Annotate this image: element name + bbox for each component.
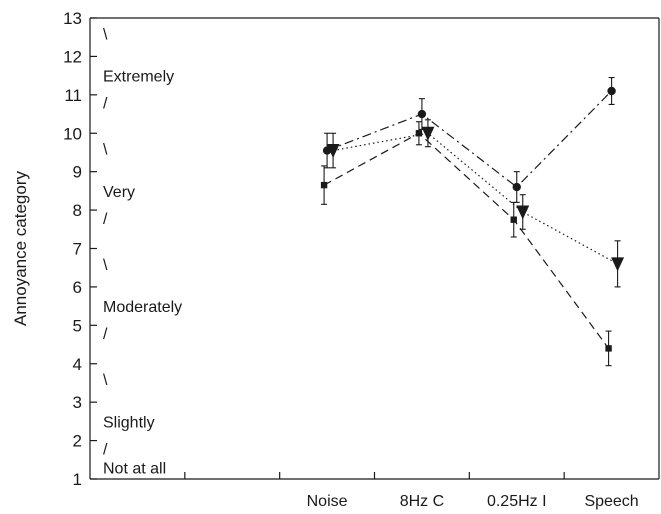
category-annotations: \ / \ / \ / \ / Extremely Very Moderately Slightly N… xyxy=(103,26,182,477)
data-point-square xyxy=(605,345,612,352)
y-tick-label: 1 xyxy=(73,470,82,489)
data-point-circle xyxy=(417,109,427,119)
y-axis-label: Annoyance category xyxy=(11,171,30,326)
series-group xyxy=(320,76,625,367)
y-tick-label: 6 xyxy=(73,278,82,297)
boundary-mark: \ xyxy=(103,257,108,274)
data-point-square xyxy=(510,216,517,223)
boundary-mark: \ xyxy=(103,26,108,43)
category-annotation: Extremely xyxy=(103,69,174,86)
data-point-square xyxy=(320,181,328,189)
data-point-triangle xyxy=(421,126,435,141)
data-point-triangle xyxy=(611,257,625,272)
data-point-circle xyxy=(512,182,521,192)
category-annotation: Not at all xyxy=(103,460,166,477)
x-category-label: Speech xyxy=(584,493,638,510)
boundary-mark: / xyxy=(103,326,108,343)
y-tick-label: 9 xyxy=(73,163,82,182)
x-category-label: 0.25Hz I xyxy=(487,493,547,510)
y-tick-label: 8 xyxy=(73,201,82,220)
x-ticks: Noise 8Hz C 0.25Hz I Speech xyxy=(184,472,639,510)
data-point-triangle xyxy=(326,144,340,159)
category-annotation: Slightly xyxy=(103,414,155,431)
series-line xyxy=(332,132,618,265)
y-tick-label: 11 xyxy=(64,86,82,105)
series-line xyxy=(323,132,610,349)
boundary-mark: / xyxy=(103,211,108,228)
data-point-square xyxy=(415,130,423,137)
data-point-circle xyxy=(607,86,616,96)
y-tick-label: 2 xyxy=(73,432,82,451)
y-tick-label: 5 xyxy=(73,316,82,335)
boundary-mark: \ xyxy=(103,372,108,389)
series-circle xyxy=(322,76,616,203)
y-tick-label: 3 xyxy=(73,393,82,412)
data-point-triangle xyxy=(516,205,530,220)
x-category-label: 8Hz C xyxy=(400,493,444,510)
y-tick-label: 4 xyxy=(73,355,82,374)
series-triangle-down xyxy=(326,119,625,288)
y-tick-label: 13 xyxy=(63,9,82,28)
series-square xyxy=(320,121,612,367)
y-tick-label: 7 xyxy=(73,240,82,259)
boundary-mark: / xyxy=(103,96,108,113)
category-annotation: Very xyxy=(103,184,135,201)
series-line xyxy=(326,90,613,188)
x-category-label: Noise xyxy=(307,493,348,510)
y-tick-label: 12 xyxy=(63,47,82,66)
plot-frame xyxy=(89,17,660,480)
category-annotation: Moderately xyxy=(103,299,182,316)
y-tick-label: 10 xyxy=(63,124,82,143)
boundary-mark: / xyxy=(103,441,108,458)
boundary-mark: \ xyxy=(103,142,108,159)
